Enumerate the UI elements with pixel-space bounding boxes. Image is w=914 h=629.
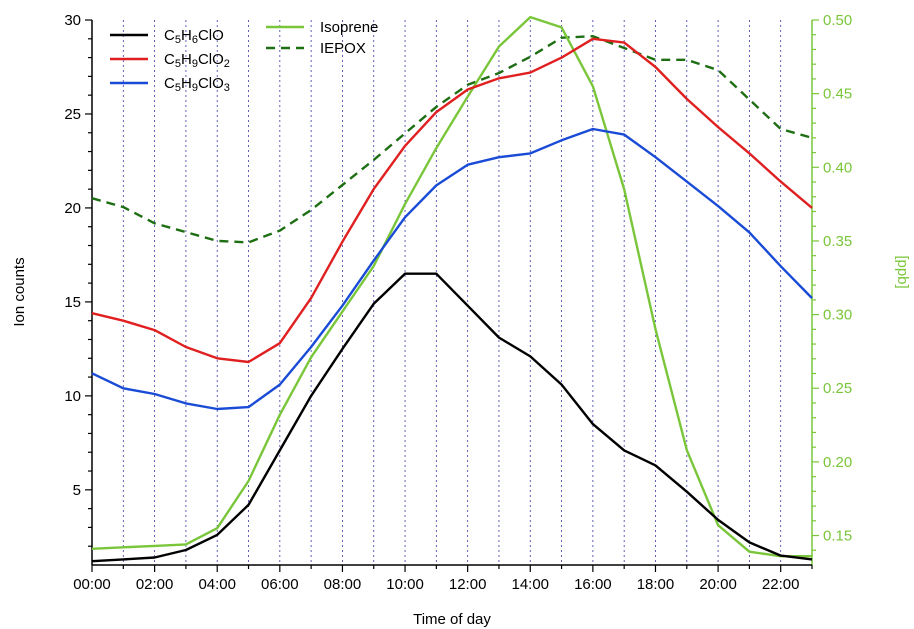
series-line-0 <box>91 272 813 563</box>
left-tick-label: 25 <box>64 106 81 123</box>
x-tick-label: 20:00 <box>699 576 737 593</box>
right-tick-label: 0.25 <box>823 380 852 397</box>
x-tick-label: 12:00 <box>449 576 487 593</box>
x-tick-label: 04:00 <box>198 576 236 593</box>
right-y-ticks: 0.15 0.20 0.25 0.30 0.35 0.40 0.45 0.50 <box>812 12 852 551</box>
right-tick-label: 0.35 <box>823 233 852 250</box>
right-tick-label: 0.40 <box>823 159 852 176</box>
left-tick-label: 15 <box>64 294 81 311</box>
x-axis-title: Time of day <box>413 611 491 628</box>
x-ticks: 00:00 02:00 04:00 06:00 08:00 10:00 12:00 14:00… <box>73 565 813 593</box>
series-line-3 <box>91 15 812 558</box>
x-tick-label: 16:00 <box>574 576 612 593</box>
x-tick-label: 08:00 <box>324 576 362 593</box>
x-tick-label: 06:00 <box>261 576 299 593</box>
left-tick-label: 5 <box>73 482 81 499</box>
legend-label-4: IEPOX <box>320 40 366 57</box>
series-lines <box>91 15 813 563</box>
vertical-gridlines <box>122 20 782 565</box>
x-tick-label: 00:00 <box>73 576 111 593</box>
legend-label-2: C5H9ClO3 <box>164 75 230 94</box>
right-tick-label: 0.30 <box>823 307 852 324</box>
x-tick-label: 14:00 <box>511 576 549 593</box>
legend-label-3: Isoprene <box>320 19 378 36</box>
left-tick-label: 20 <box>64 200 81 217</box>
right-tick-label: 0.45 <box>823 86 852 103</box>
x-tick-label: 18:00 <box>637 576 675 593</box>
legend-label-1: C5H9ClO2 <box>164 51 230 70</box>
left-y-ticks: 5 10 15 20 25 30 <box>64 12 92 547</box>
right-y-axis-title: [ppb] <box>894 255 911 288</box>
x-tick-label: 22:00 <box>762 576 800 593</box>
series-line-4 <box>91 35 813 244</box>
x-tick-label: 02:00 <box>136 576 174 593</box>
legend-label-0: C5H6ClO <box>164 27 224 46</box>
left-y-axis-title: Ion counts <box>11 257 28 326</box>
right-tick-label: 0.20 <box>823 454 852 471</box>
series-line-1 <box>91 37 813 364</box>
series-line-2 <box>91 127 813 411</box>
legend: C5H6ClO C5H9ClO2 C5H9ClO3 Isoprene IEPOX <box>110 19 378 94</box>
left-tick-label: 30 <box>64 12 81 29</box>
right-tick-label: 0.50 <box>823 12 852 29</box>
right-tick-label: 0.15 <box>823 528 852 545</box>
x-tick-label: 10:00 <box>386 576 424 593</box>
left-tick-label: 10 <box>64 388 81 405</box>
